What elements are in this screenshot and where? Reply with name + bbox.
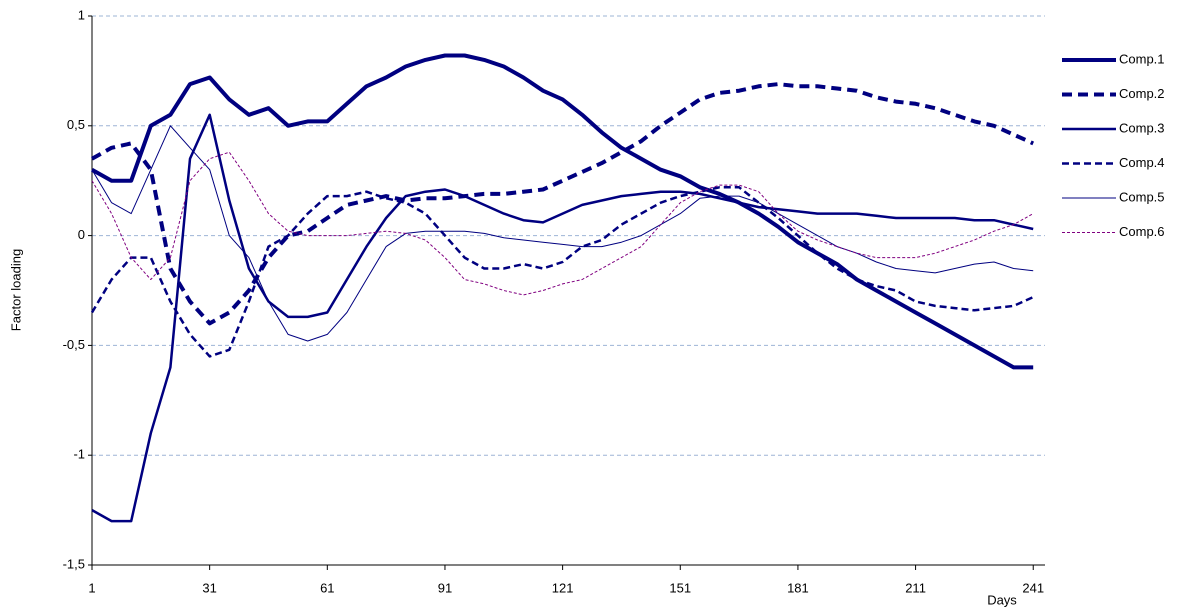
x-tick-label: 121 bbox=[552, 580, 574, 595]
y-tick-label: 0,5 bbox=[67, 117, 85, 132]
legend-label: Comp.1 bbox=[1119, 51, 1165, 66]
legend-label: Comp.5 bbox=[1119, 189, 1165, 204]
y-tick-label: -0,5 bbox=[63, 337, 85, 352]
series-line bbox=[91, 125, 1034, 342]
x-tick-label: 211 bbox=[905, 580, 926, 595]
legend-label: Comp.2 bbox=[1119, 86, 1165, 101]
series-line bbox=[91, 113, 1034, 523]
x-tick-label: 181 bbox=[787, 580, 809, 595]
y-tick-label: -1 bbox=[73, 447, 85, 462]
x-tick-label: 91 bbox=[438, 580, 452, 595]
y-tick-label: 1 bbox=[78, 7, 85, 22]
x-tick-label: 31 bbox=[202, 580, 216, 595]
x-tick-label: 61 bbox=[320, 580, 334, 595]
x-tick-label: 241 bbox=[1022, 580, 1044, 595]
x-tick-label: 1 bbox=[88, 580, 95, 595]
legend-label: Comp.4 bbox=[1119, 155, 1165, 170]
y-tick-label: 0 bbox=[78, 227, 85, 242]
series-line bbox=[91, 53, 1034, 370]
legend-label: Comp.6 bbox=[1119, 224, 1165, 239]
y-axis-label: Factor loading bbox=[8, 249, 23, 331]
series-line bbox=[91, 82, 1035, 326]
series-line bbox=[90, 186, 1034, 358]
x-axis-label: Days bbox=[987, 592, 1017, 607]
y-tick-label: -1,5 bbox=[63, 556, 85, 571]
series-line bbox=[91, 151, 1034, 296]
x-tick-label: 151 bbox=[669, 580, 691, 595]
legend-label: Comp.3 bbox=[1119, 120, 1165, 135]
